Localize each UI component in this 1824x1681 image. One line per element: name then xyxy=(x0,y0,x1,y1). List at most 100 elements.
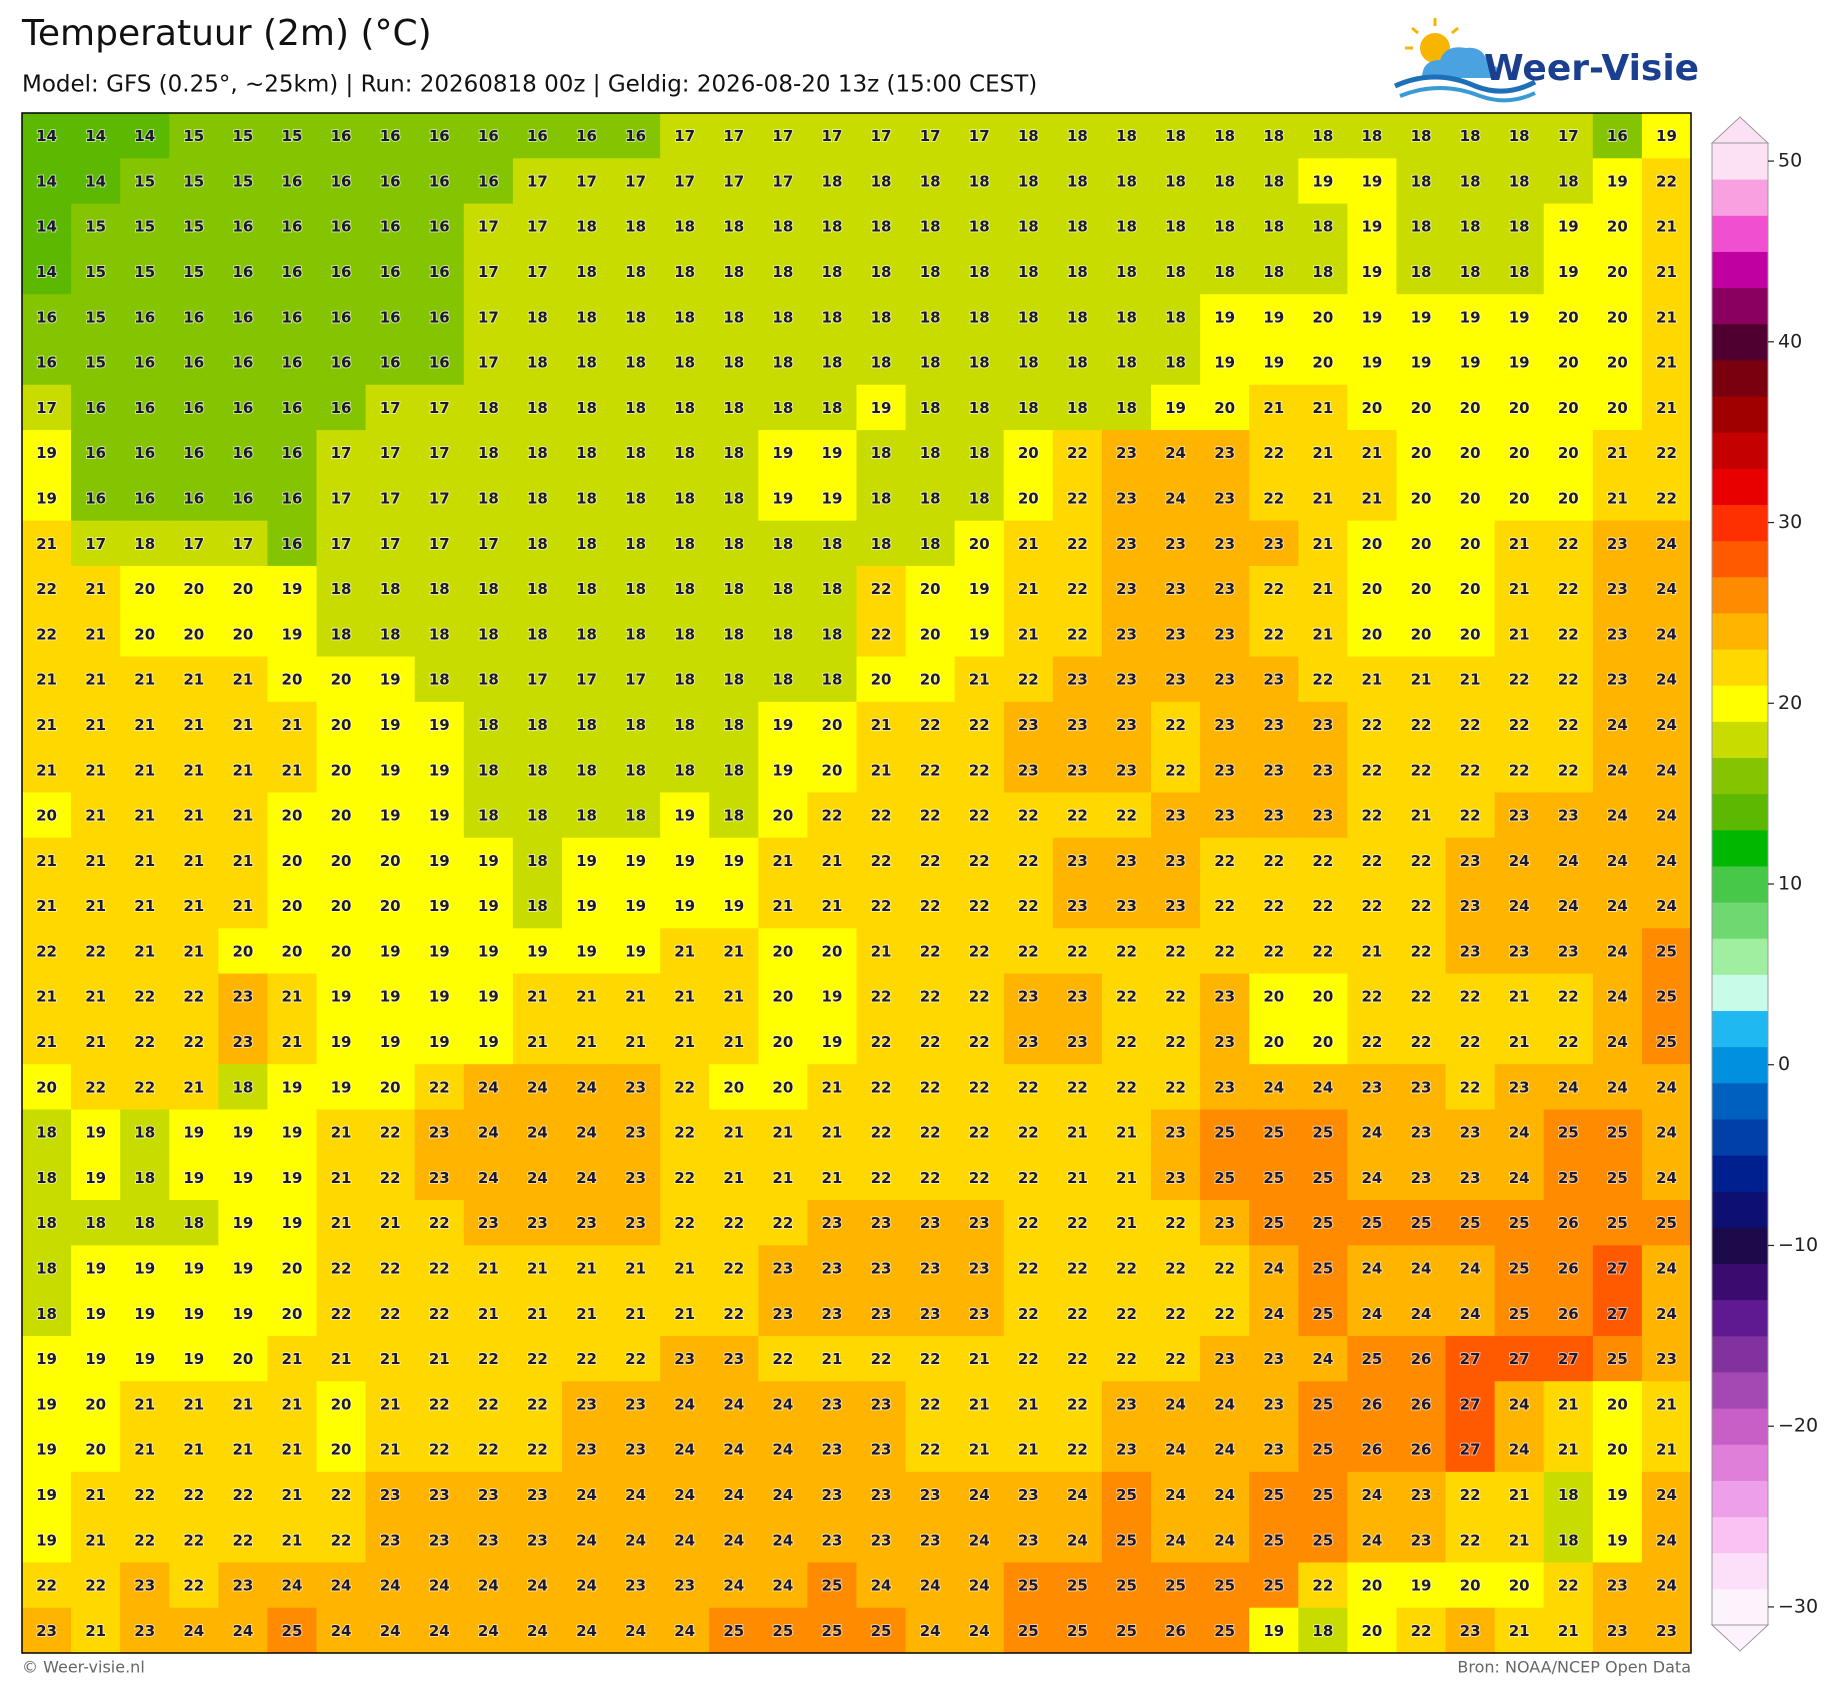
temperature-label: 19 xyxy=(134,1350,155,1368)
temperature-cell xyxy=(905,701,956,748)
temperature-label: 24 xyxy=(1067,1531,1088,1549)
temperature-label: 22 xyxy=(1312,1577,1333,1595)
temperature-label: 18 xyxy=(478,807,499,825)
temperature-cell xyxy=(561,792,612,839)
temperature-cell xyxy=(1298,520,1348,567)
temperature-label: 22 xyxy=(429,1395,450,1413)
temperature-label: 16 xyxy=(134,399,155,417)
temperature-label: 19 xyxy=(674,852,695,870)
temperature-label: 21 xyxy=(723,1033,744,1051)
temperature-label: 23 xyxy=(822,1395,843,1413)
temperature-cell xyxy=(807,1290,857,1337)
temperature-cell xyxy=(1494,203,1545,250)
temperature-label: 18 xyxy=(674,218,695,236)
temperature-cell xyxy=(1347,339,1397,386)
temperature-label: 18 xyxy=(674,671,695,689)
temperature-cell xyxy=(267,339,318,386)
temperature-cell xyxy=(1396,294,1447,340)
temperature-label: 24 xyxy=(723,1441,744,1459)
temperature-cell xyxy=(709,113,759,159)
temperature-cell xyxy=(365,1471,416,1518)
temperature-label: 21 xyxy=(969,1441,990,1459)
temperature-cell xyxy=(414,1064,465,1110)
temperature-cell xyxy=(71,1607,121,1654)
temperature-label: 21 xyxy=(772,1124,793,1142)
temperature-label: 25 xyxy=(772,1622,793,1640)
temperature-label: 16 xyxy=(429,172,450,190)
temperature-label: 23 xyxy=(1460,942,1481,960)
temperature-cell xyxy=(1494,1335,1545,1382)
temperature-cell xyxy=(120,611,170,658)
temperature-cell xyxy=(611,837,661,884)
temperature-label: 23 xyxy=(1509,807,1530,825)
temperature-label: 22 xyxy=(183,1486,204,1504)
temperature-cell xyxy=(22,973,72,1020)
temperature-label: 20 xyxy=(331,671,352,689)
temperature-label: 19 xyxy=(36,1531,57,1549)
temperature-label: 14 xyxy=(36,127,57,145)
temperature-cell xyxy=(1592,747,1643,793)
temperature-label: 17 xyxy=(723,172,744,190)
temperature-cell xyxy=(1101,430,1152,476)
temperature-cell xyxy=(463,339,514,386)
temperature-label: 18 xyxy=(625,580,646,598)
temperature-label: 22 xyxy=(871,580,892,598)
temperature-cell xyxy=(1641,430,1692,476)
temperature-label: 18 xyxy=(1263,263,1284,281)
temperature-label: 18 xyxy=(1116,354,1137,372)
temperature-cell xyxy=(71,1109,121,1156)
temperature-label: 16 xyxy=(576,127,597,145)
temperature-cell xyxy=(1347,1018,1397,1065)
temperature-label: 20 xyxy=(380,1078,401,1096)
temperature-cell xyxy=(267,1426,318,1473)
temperature-label: 21 xyxy=(772,852,793,870)
temperature-cell xyxy=(1200,1426,1250,1473)
temperature-cell xyxy=(22,520,72,567)
temperature-cell xyxy=(954,1471,1005,1518)
temperature-cell xyxy=(1445,339,1496,386)
temperature-label: 22 xyxy=(1460,807,1481,825)
temperature-label: 22 xyxy=(920,897,941,915)
temperature-cell xyxy=(71,1335,121,1382)
temperature-cell xyxy=(1543,158,1594,205)
temperature-label: 23 xyxy=(527,1486,548,1504)
temperature-cell xyxy=(1249,837,1299,884)
temperature-cell xyxy=(1151,611,1201,658)
temperature-label: 15 xyxy=(85,218,106,236)
temperature-label: 24 xyxy=(1214,1486,1235,1504)
temperature-cell xyxy=(120,475,170,522)
temperature-label: 22 xyxy=(1067,807,1088,825)
colorbar-band xyxy=(1712,902,1768,939)
temperature-label: 22 xyxy=(380,1124,401,1142)
temperature-label: 19 xyxy=(1558,263,1579,281)
temperature-label: 21 xyxy=(331,1350,352,1368)
temperature-label: 22 xyxy=(527,1350,548,1368)
temperature-cell xyxy=(1249,656,1299,703)
temperature-cell xyxy=(1347,520,1397,567)
temperature-cell xyxy=(71,1064,121,1110)
temperature-cell xyxy=(120,520,170,567)
temperature-cell xyxy=(954,1290,1005,1337)
temperature-label: 24 xyxy=(674,1531,695,1549)
temperature-cell xyxy=(267,611,318,658)
temperature-cell xyxy=(169,1245,219,1292)
temperature-cell xyxy=(1052,837,1103,884)
temperature-cell xyxy=(1396,1517,1447,1563)
temperature-label: 21 xyxy=(282,1486,303,1504)
temperature-cell xyxy=(561,701,612,748)
temperature-label: 21 xyxy=(85,807,106,825)
temperature-label: 19 xyxy=(478,988,499,1006)
temperature-label: 25 xyxy=(1656,1214,1677,1232)
temperature-cell xyxy=(1347,747,1397,793)
temperature-label: 24 xyxy=(1656,761,1677,779)
temperature-cell xyxy=(954,837,1005,884)
temperature-cell xyxy=(856,520,907,567)
temperature-cell xyxy=(1298,565,1348,612)
temperature-label: 26 xyxy=(1411,1395,1432,1413)
temperature-label: 18 xyxy=(1067,399,1088,417)
temperature-label: 25 xyxy=(822,1577,843,1595)
temperature-cell xyxy=(1641,1381,1692,1428)
temperature-cell xyxy=(1396,339,1447,386)
colorbar-tick-label: −20 xyxy=(1778,1415,1818,1437)
temperature-label: 24 xyxy=(1509,897,1530,915)
